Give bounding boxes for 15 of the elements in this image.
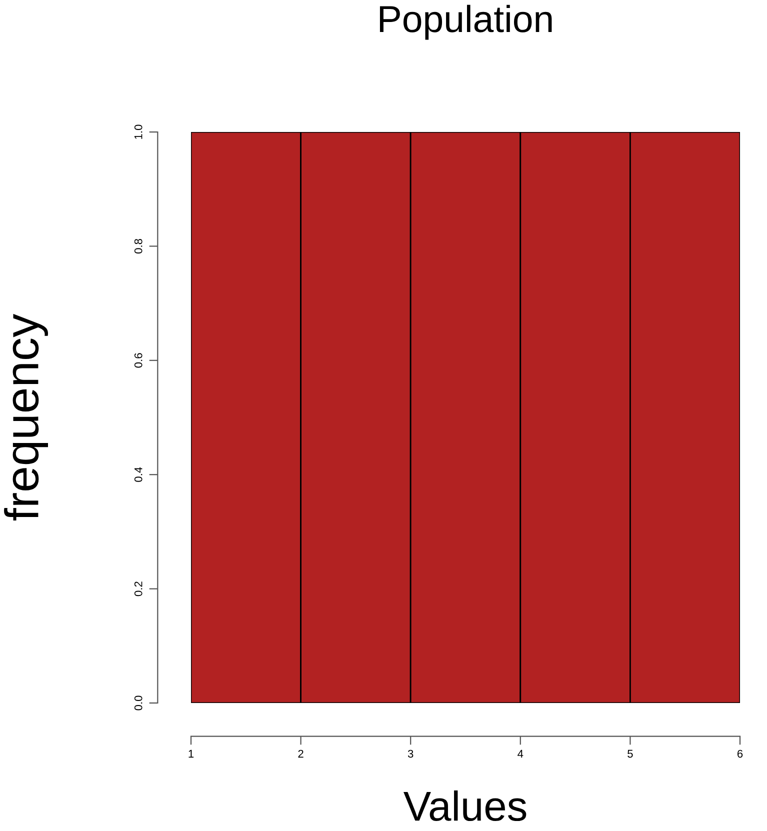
y-tick-label: 0.4 xyxy=(134,467,142,482)
x-tick-label: 5 xyxy=(628,750,633,758)
x-tick-label: 3 xyxy=(408,750,414,758)
x-tick-label: 2 xyxy=(298,750,304,758)
chart-title: Population xyxy=(380,4,552,40)
y-tick-label: 0.2 xyxy=(134,582,142,596)
y-axis-title: frequency xyxy=(4,314,48,521)
x-axis-title: Values xyxy=(404,790,526,822)
y-tick-label: 0.8 xyxy=(134,238,142,254)
y-tick-label: 1.0 xyxy=(134,124,142,139)
y-tick-label: 0.6 xyxy=(134,353,142,368)
x-tick-label: 6 xyxy=(737,750,743,758)
x-tick-label: 4 xyxy=(518,750,524,758)
y-tick-label: 0.0 xyxy=(134,696,142,710)
x-tick-label: 1 xyxy=(188,750,194,758)
